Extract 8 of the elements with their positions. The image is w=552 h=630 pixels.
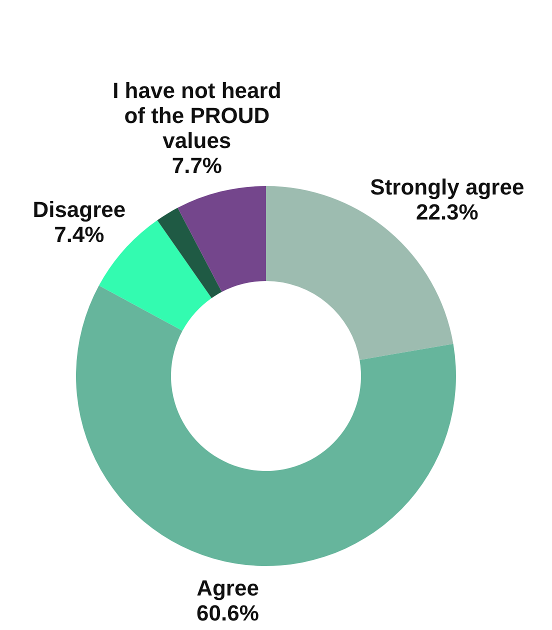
data-label: 7.4% (54, 222, 104, 248)
slice-label: Agree (196, 576, 259, 601)
data-label: 7.7% (172, 152, 222, 178)
slice-label: Strongly agree (370, 174, 524, 200)
slice-label: Disagree (32, 197, 126, 222)
slice-label: I have not heard of the PROUD values (112, 78, 282, 153)
data-label: 22.3% (416, 200, 478, 224)
data-label: 60.6% (196, 600, 259, 626)
